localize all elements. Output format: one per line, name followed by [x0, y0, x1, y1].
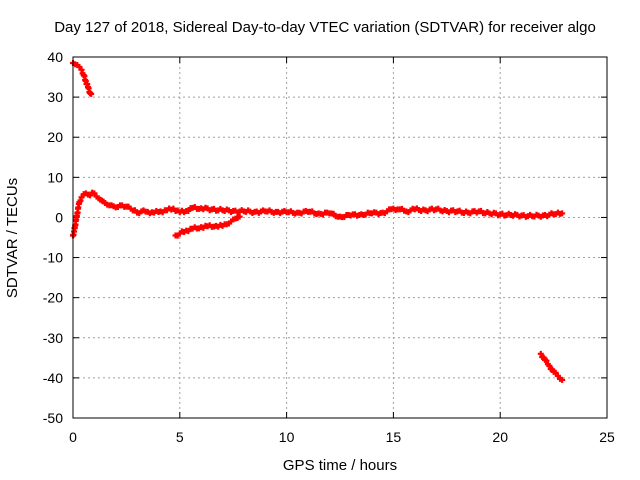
tick-layer: 0 5 10 15 20 25 -50 -40 -30 -20 -10 0 10 20 30 40: [43, 49, 615, 445]
series-late-low: [537, 350, 566, 383]
chart-title: Day 127 of 2018, Sidereal Day-to-day VTE…: [54, 19, 596, 36]
data-point: [559, 376, 566, 383]
data-point: [559, 210, 566, 217]
grid-layer: [73, 57, 607, 418]
series-early-high: [70, 60, 95, 97]
y-tick-label: 10: [47, 169, 63, 185]
y-tick-label: -40: [43, 370, 63, 386]
data-point: [91, 190, 98, 197]
y-tick-label: 40: [47, 49, 63, 65]
x-tick-label: 5: [176, 429, 184, 445]
y-tick-label: -20: [43, 290, 63, 306]
series-main: [70, 189, 566, 239]
plot-frame: [72, 56, 608, 419]
y-tick-label: -30: [43, 330, 63, 346]
x-axis-label: GPS time / hours: [283, 457, 397, 474]
data-point: [543, 357, 550, 364]
y-tick-label: 0: [55, 209, 63, 225]
data-point: [546, 362, 553, 369]
data-point: [78, 194, 85, 201]
y-tick-label: 20: [47, 129, 63, 145]
x-tick-label: 15: [386, 429, 402, 445]
y-tick-label: -10: [43, 250, 63, 266]
series-lower-branch: [172, 213, 243, 239]
data-point: [88, 90, 95, 97]
y-axis-label: SDTVAR / TECUs: [4, 178, 21, 298]
y-tick-label: -50: [43, 410, 63, 426]
x-tick-label: 10: [279, 429, 295, 445]
data-point: [537, 350, 544, 357]
x-tick-label: 20: [492, 429, 508, 445]
y-tick-label: 30: [47, 89, 63, 105]
x-tick-label: 25: [599, 429, 615, 445]
data-layer: [70, 60, 566, 383]
x-tick-label: 0: [69, 429, 77, 445]
data-point: [236, 213, 243, 220]
